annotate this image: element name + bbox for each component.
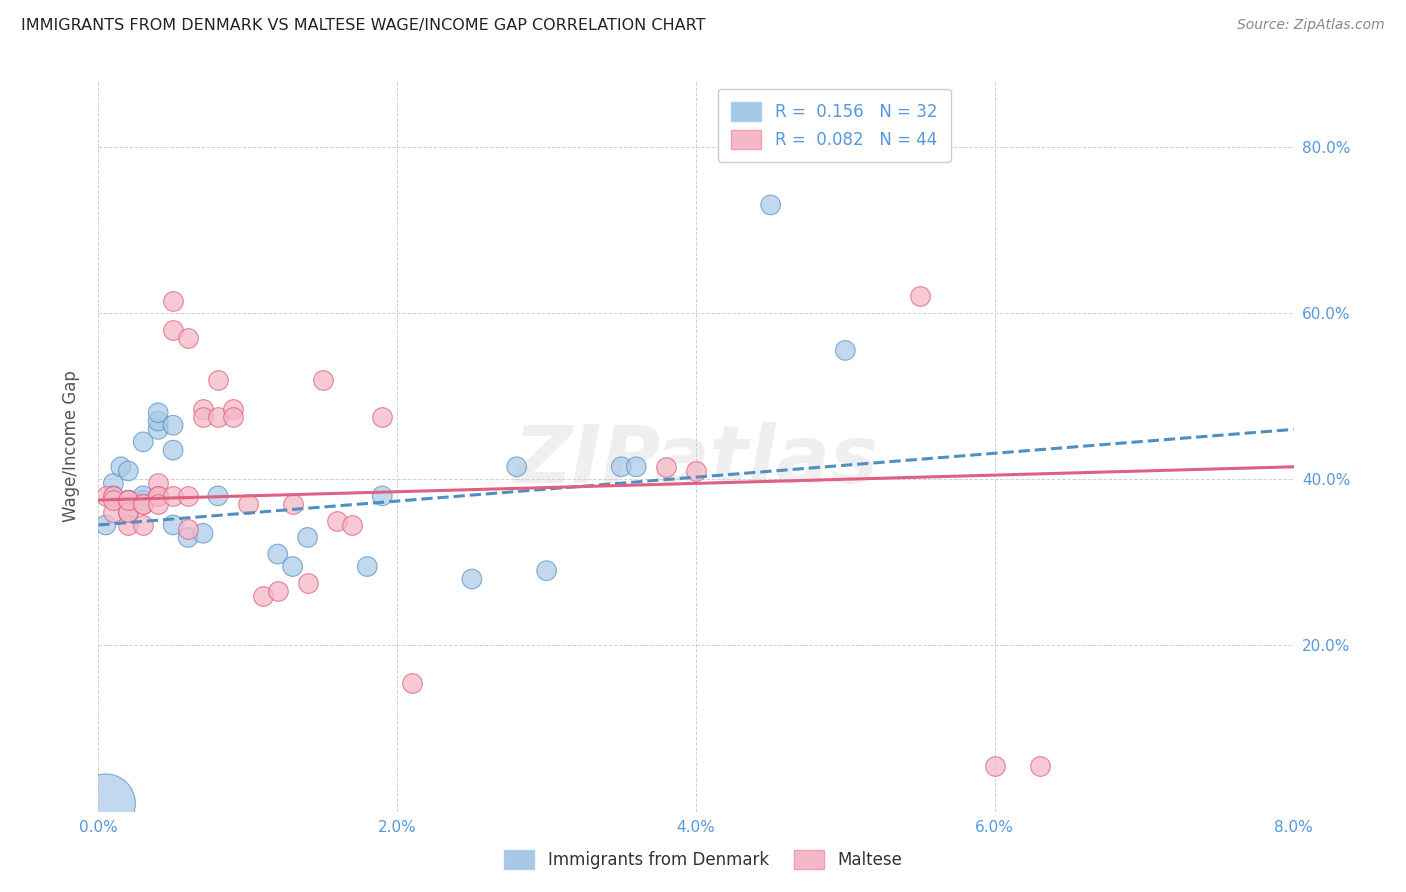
Point [103, 489, 125, 503]
Point [281, 559, 304, 574]
Point [103, 476, 125, 491]
Point [624, 459, 647, 474]
Point [1028, 759, 1050, 773]
Point [506, 459, 529, 474]
Point [117, 493, 139, 508]
Point [297, 530, 319, 544]
Point [132, 489, 155, 503]
Point [461, 572, 484, 586]
Point [759, 198, 782, 212]
Point [401, 676, 423, 690]
Point [371, 489, 394, 503]
Point [132, 493, 155, 508]
Point [148, 489, 170, 503]
Point [148, 476, 170, 491]
Point [222, 409, 245, 424]
Point [148, 406, 170, 420]
Y-axis label: Wage/Income Gap: Wage/Income Gap [62, 370, 80, 522]
Point [162, 418, 184, 433]
Point [655, 459, 678, 474]
Point [110, 459, 132, 474]
Point [132, 497, 155, 511]
Point [610, 459, 633, 474]
Point [117, 464, 139, 478]
Point [117, 506, 139, 520]
Point [117, 506, 139, 520]
Point [148, 489, 170, 503]
Point [103, 493, 125, 508]
Point [281, 497, 304, 511]
Point [162, 489, 184, 503]
Point [94, 489, 117, 503]
Point [983, 759, 1005, 773]
Point [162, 443, 184, 458]
Point [132, 497, 155, 511]
Point [297, 576, 319, 591]
Point [908, 289, 931, 303]
Legend: Immigrants from Denmark, Maltese: Immigrants from Denmark, Maltese [494, 840, 912, 880]
Point [685, 464, 707, 478]
Point [371, 409, 394, 424]
Point [162, 323, 184, 337]
Point [356, 559, 378, 574]
Point [117, 493, 139, 508]
Point [132, 434, 155, 449]
Point [834, 343, 856, 358]
Point [117, 506, 139, 520]
Point [103, 489, 125, 503]
Text: Source: ZipAtlas.com: Source: ZipAtlas.com [1237, 18, 1385, 32]
Point [103, 506, 125, 520]
Point [132, 518, 155, 533]
Point [342, 518, 364, 533]
Point [222, 401, 245, 416]
Text: ZIPatlas: ZIPatlas [513, 422, 879, 500]
Point [177, 331, 200, 345]
Point [207, 372, 229, 386]
Point [177, 530, 200, 544]
Point [94, 797, 117, 811]
Point [311, 372, 333, 386]
Point [207, 489, 229, 503]
Point [191, 409, 214, 424]
Point [148, 414, 170, 428]
Point [207, 409, 229, 424]
Point [117, 493, 139, 508]
Point [177, 522, 200, 536]
Point [177, 489, 200, 503]
Point [162, 518, 184, 533]
Point [148, 497, 170, 511]
Point [162, 293, 184, 308]
Point [94, 518, 117, 533]
Point [236, 497, 259, 511]
Point [267, 547, 290, 561]
Point [191, 401, 214, 416]
Text: IMMIGRANTS FROM DENMARK VS MALTESE WAGE/INCOME GAP CORRELATION CHART: IMMIGRANTS FROM DENMARK VS MALTESE WAGE/… [21, 18, 706, 33]
Legend: R =  0.156   N = 32, R =  0.082   N = 44: R = 0.156 N = 32, R = 0.082 N = 44 [718, 88, 950, 162]
Point [117, 518, 139, 533]
Point [267, 584, 290, 599]
Point [326, 514, 349, 528]
Point [536, 564, 558, 578]
Point [191, 526, 214, 541]
Point [148, 422, 170, 436]
Point [252, 589, 274, 603]
